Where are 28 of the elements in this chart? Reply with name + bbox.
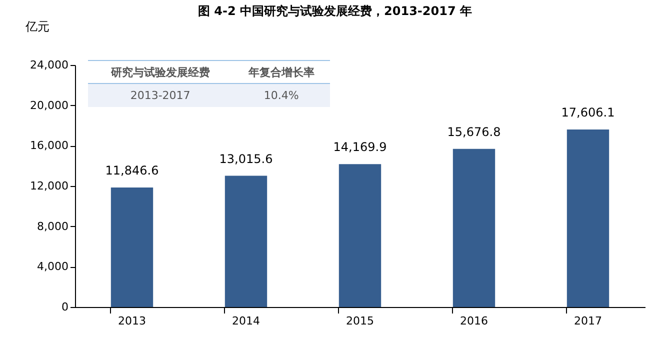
y-axis-title: 亿元 <box>24 20 50 34</box>
x-tick-label: 2017 <box>574 314 602 328</box>
bar <box>452 148 496 307</box>
x-tick-label: 2014 <box>232 314 260 328</box>
y-tick-label: 24,000 <box>30 58 68 72</box>
data-label: 13,015.6 <box>219 152 273 166</box>
y-tick-label: 8,000 <box>37 220 68 233</box>
annotation: 年复合增长率 <box>232 60 330 84</box>
annotation: 研究与试验发展经费 <box>88 60 233 84</box>
y-tick-label: 4,000 <box>37 260 68 274</box>
chart-title: 图 4-2 中国研究与试验发展经费，2013-2017 年 <box>197 3 473 20</box>
x-tick-label: 2016 <box>460 314 488 328</box>
x-tick-label: 2015 <box>346 314 374 328</box>
annotation: 2013-2017 <box>88 84 233 106</box>
annotation: 10.4% <box>232 84 330 106</box>
data-label: 15,676.8 <box>447 124 501 139</box>
data-label: 14,169.9 <box>333 140 387 154</box>
x-tick-label: 2013 <box>118 314 146 328</box>
bar <box>566 129 610 307</box>
bar <box>224 176 268 307</box>
y-tick-label: 12,000 <box>30 180 68 192</box>
data-label: 11,846.6 <box>105 164 159 178</box>
y-tick-label: 20,000 <box>30 98 68 112</box>
bar <box>110 188 154 307</box>
y-tick-label: 16,000 <box>30 139 68 152</box>
data-label: 17,606.1 <box>561 105 615 120</box>
y-tick-label: 0 <box>62 300 68 314</box>
bar <box>338 164 382 307</box>
